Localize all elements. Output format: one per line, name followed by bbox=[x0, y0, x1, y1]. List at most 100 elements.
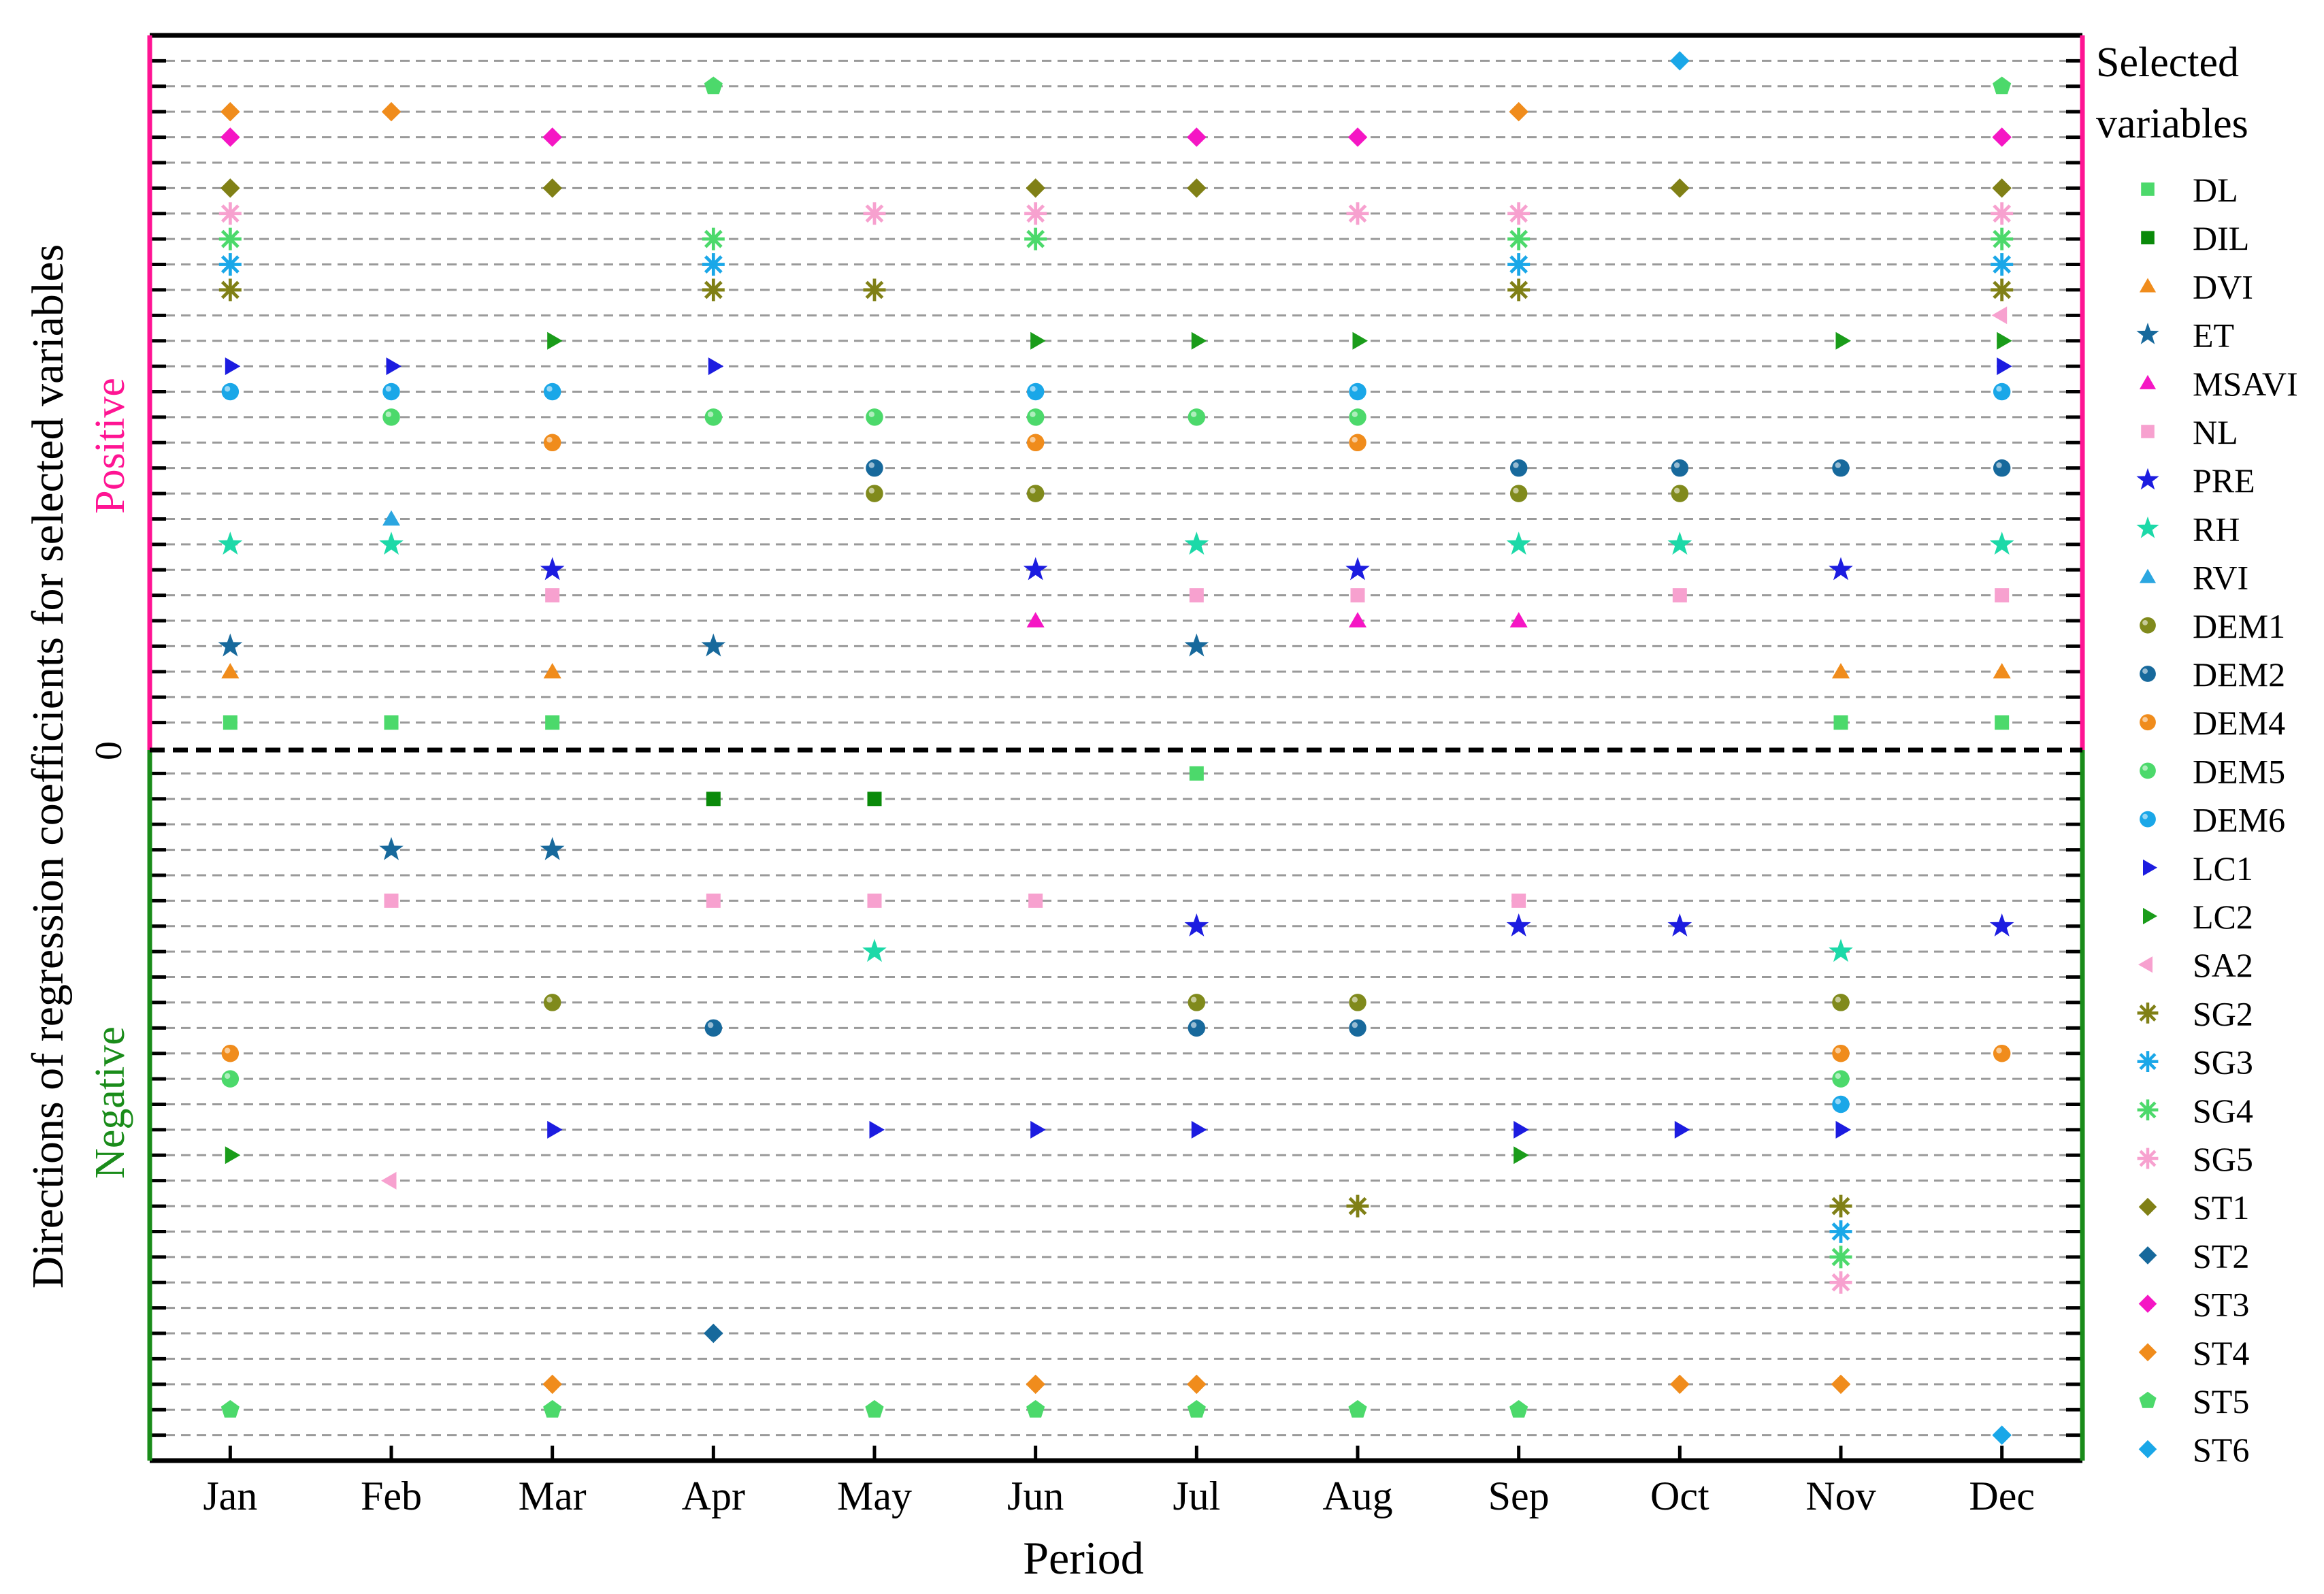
point-dvi-nov-positive bbox=[1832, 663, 1850, 679]
point-dem2-dec-positive bbox=[1993, 459, 2011, 477]
legend-marker-msavi bbox=[2139, 374, 2157, 389]
asterisk-stroke bbox=[1831, 1273, 1850, 1292]
point-sg3-jan-positive bbox=[218, 253, 242, 276]
asterisk-stroke bbox=[220, 229, 240, 248]
point-st5-sep-negative bbox=[1509, 1400, 1528, 1418]
point-sg2-jan-positive bbox=[218, 278, 242, 302]
point-rh-jul-positive bbox=[1184, 532, 1209, 555]
asterisk-stroke bbox=[1026, 229, 1045, 248]
point-dvi-jan-positive bbox=[221, 663, 240, 679]
sphere-highlight bbox=[2142, 668, 2148, 674]
point-sg3-nov-negative bbox=[1829, 1220, 1852, 1243]
point-st4-nov-negative bbox=[1831, 1374, 1851, 1395]
legend-label-st3: ST3 bbox=[2193, 1286, 2249, 1324]
point-st5-dec-positive bbox=[1993, 76, 2012, 95]
point-pre-jul-negative bbox=[1184, 913, 1209, 937]
point-st3-aug-positive bbox=[1347, 127, 1368, 147]
asterisk-stroke bbox=[704, 229, 723, 248]
point-st4-jul-negative bbox=[1187, 1374, 1207, 1395]
sphere-highlight bbox=[2142, 813, 2148, 819]
point-dvi-dec-positive bbox=[1993, 663, 2011, 679]
legend-label-st6: ST6 bbox=[2193, 1431, 2249, 1469]
sphere-highlight bbox=[1835, 1073, 1841, 1079]
asterisk-stroke bbox=[1509, 229, 1528, 248]
point-st1-jan-positive bbox=[220, 178, 240, 198]
legend-label-dil: DIL bbox=[2193, 219, 2249, 257]
legend-marker-st2 bbox=[2138, 1246, 2157, 1265]
asterisk-stroke bbox=[2139, 1150, 2157, 1167]
point-dem1-jun-positive bbox=[1026, 485, 1045, 502]
sphere-body bbox=[1509, 485, 1528, 502]
sphere-body bbox=[704, 1019, 723, 1037]
legend-label-dem6: DEM6 bbox=[2193, 801, 2285, 839]
sphere-body bbox=[2140, 811, 2156, 828]
sphere-body bbox=[704, 408, 723, 426]
asterisk-stroke bbox=[220, 280, 240, 299]
sphere-body bbox=[2140, 617, 2156, 634]
x-tick-label: Jan bbox=[203, 1474, 257, 1518]
point-nl-oct-positive bbox=[1672, 588, 1687, 603]
x-tick-label: Oct bbox=[1650, 1474, 1709, 1518]
point-dem1-aug-negative bbox=[1349, 994, 1366, 1011]
asterisk-stroke bbox=[1831, 1197, 1850, 1216]
x-tick-label: Mar bbox=[519, 1474, 587, 1518]
point-lc1-mar-negative bbox=[547, 1120, 563, 1139]
legend-label-st2: ST2 bbox=[2193, 1237, 2249, 1275]
point-lc1-nov-negative bbox=[1835, 1120, 1851, 1139]
legend-label-lc2: LC2 bbox=[2193, 898, 2253, 936]
legend: Selected variables DL DIL DVI ET MSAVI NL PRE R… bbox=[2096, 39, 2298, 1469]
point-st3-dec-positive bbox=[1992, 127, 2012, 147]
sphere-body bbox=[2140, 666, 2156, 682]
point-lc2-aug-positive bbox=[1352, 331, 1368, 350]
point-dem2-aug-negative bbox=[1349, 1019, 1366, 1037]
sphere-body bbox=[1188, 1019, 1206, 1037]
sphere-highlight bbox=[1996, 462, 2002, 468]
point-st1-jul-positive bbox=[1187, 178, 1207, 198]
asterisk-stroke bbox=[1509, 204, 1528, 223]
legend-marker-dem6 bbox=[2140, 811, 2156, 828]
point-st6-oct-positive bbox=[1670, 51, 1690, 71]
x-tick-label: Apr bbox=[682, 1474, 745, 1518]
sphere-highlight bbox=[1352, 996, 1358, 1003]
sphere-body bbox=[382, 383, 400, 401]
point-st5-may-negative bbox=[865, 1400, 884, 1418]
point-et-mar-negative bbox=[540, 836, 565, 860]
point-dil-apr-negative bbox=[706, 792, 721, 807]
x-tick-label: Jun bbox=[1007, 1474, 1064, 1518]
asterisk-stroke bbox=[1348, 1197, 1367, 1216]
point-dem2-sep-positive bbox=[1509, 459, 1528, 477]
point-lc2-dec-positive bbox=[1997, 331, 2012, 350]
point-lc2-sep-negative bbox=[1513, 1146, 1529, 1165]
legend-label-msavi: MSAVI bbox=[2193, 365, 2298, 403]
point-rh-nov-negative bbox=[1829, 939, 1853, 962]
legend-marker-lc1 bbox=[2143, 859, 2157, 876]
sphere-body bbox=[1832, 994, 1850, 1011]
legend-label-sa2: SA2 bbox=[2193, 946, 2253, 984]
point-st1-oct-positive bbox=[1670, 178, 1690, 198]
sphere-highlight bbox=[1190, 411, 1197, 417]
legend-marker-et bbox=[2136, 323, 2159, 344]
sphere-highlight bbox=[1996, 1047, 2002, 1054]
point-st1-jun-positive bbox=[1026, 178, 1045, 198]
point-lc2-jul-positive bbox=[1191, 331, 1207, 350]
sphere-highlight bbox=[546, 996, 553, 1003]
point-st5-aug-negative bbox=[1348, 1400, 1367, 1418]
point-et-jan-positive bbox=[218, 633, 243, 657]
asterisk-stroke bbox=[220, 204, 240, 223]
point-pre-jun-positive bbox=[1023, 557, 1048, 581]
sphere-highlight bbox=[868, 462, 875, 468]
point-dl-dec-positive bbox=[1995, 715, 2010, 730]
sphere-body bbox=[1349, 434, 1366, 452]
sphere-body bbox=[382, 408, 400, 426]
legend-label-rvi: RVI bbox=[2193, 559, 2248, 597]
sphere-highlight bbox=[2142, 619, 2148, 625]
point-dl-jul-negative bbox=[1189, 766, 1204, 781]
point-dem4-mar-positive bbox=[543, 434, 561, 452]
point-dil-may-negative bbox=[867, 792, 882, 807]
positive-label: Positive bbox=[87, 378, 133, 514]
point-sg5-jun-positive bbox=[1024, 202, 1047, 225]
point-msavi-jun-positive bbox=[1026, 612, 1045, 628]
point-sg2-may-positive bbox=[863, 278, 886, 302]
point-lc1-dec-positive bbox=[1997, 357, 2012, 376]
asterisk-stroke bbox=[1993, 229, 2012, 248]
